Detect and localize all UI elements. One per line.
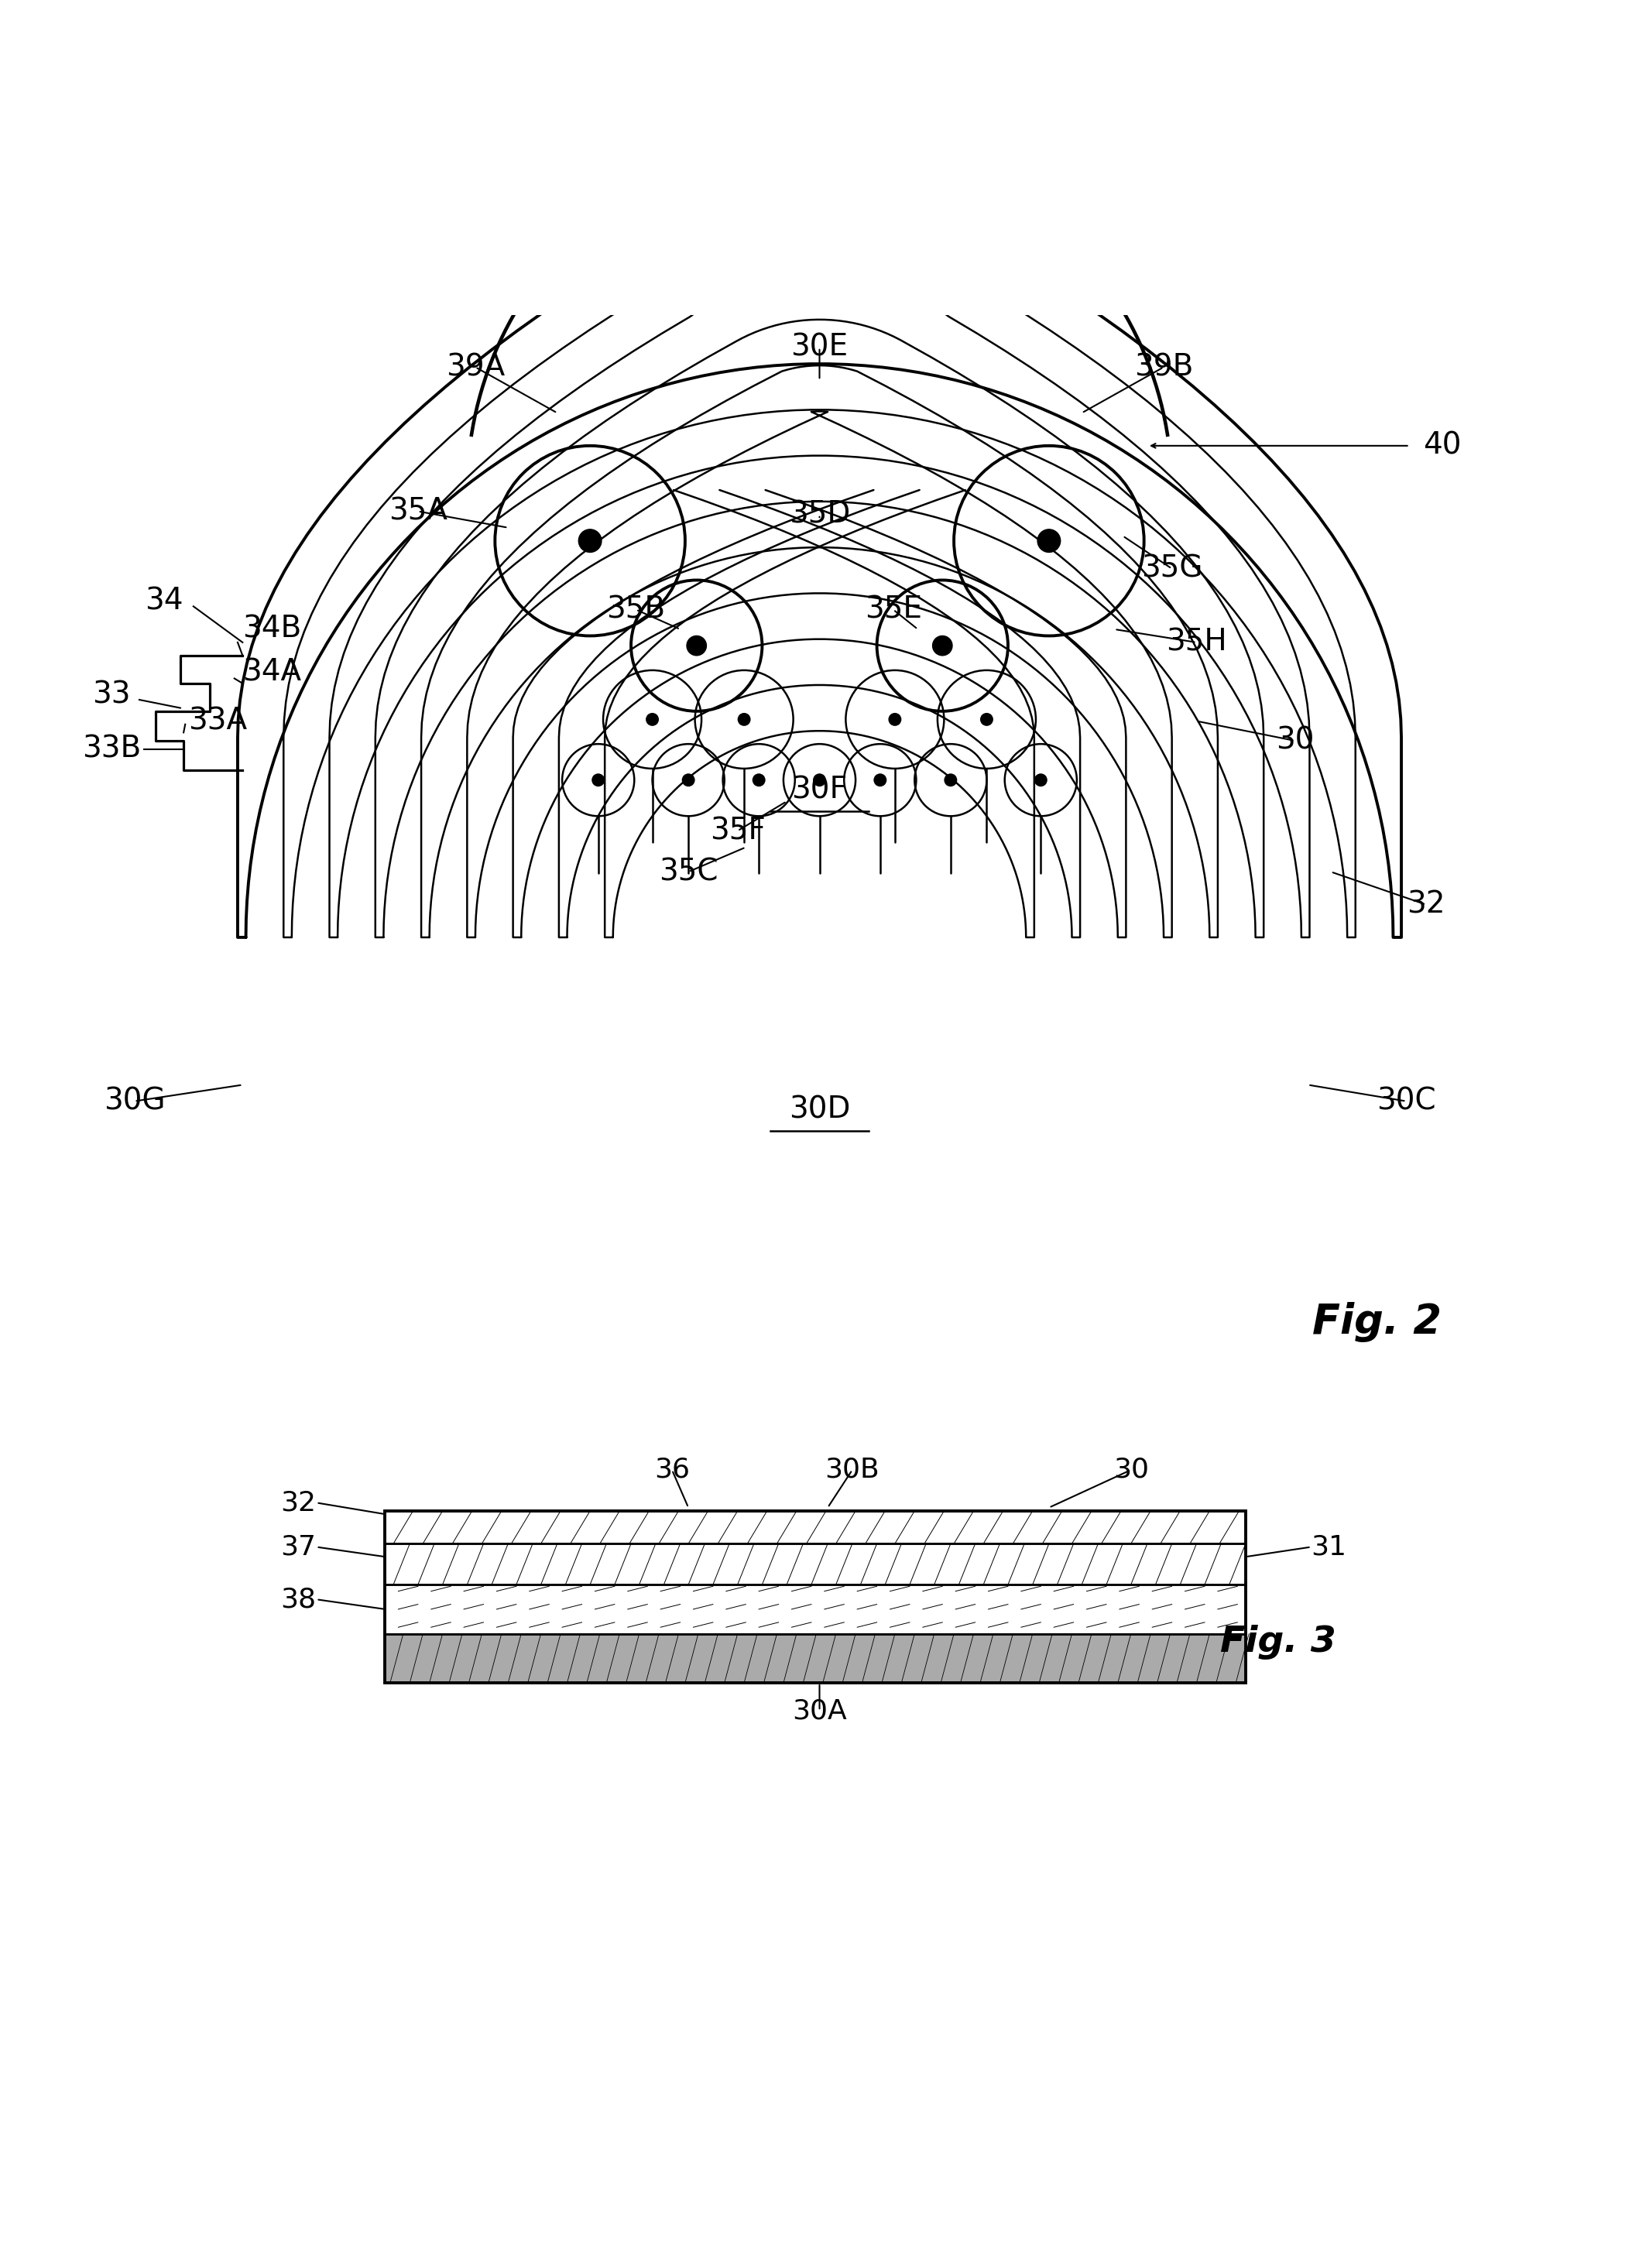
Text: 39A: 39A bbox=[446, 352, 505, 381]
Circle shape bbox=[980, 712, 993, 726]
Circle shape bbox=[874, 773, 887, 787]
Text: 39B: 39B bbox=[1134, 352, 1193, 381]
Text: 30G: 30G bbox=[103, 1086, 166, 1116]
Circle shape bbox=[682, 773, 695, 787]
Circle shape bbox=[813, 773, 826, 787]
Text: 35E: 35E bbox=[865, 594, 921, 624]
Circle shape bbox=[752, 773, 765, 787]
Text: 35G: 35G bbox=[1141, 553, 1203, 583]
Text: 30B: 30B bbox=[824, 1456, 880, 1483]
Text: 30C: 30C bbox=[1377, 1086, 1436, 1116]
Text: 33B: 33B bbox=[82, 735, 141, 764]
Circle shape bbox=[646, 712, 659, 726]
Bar bbox=[385, 1585, 1246, 1633]
Text: 35C: 35C bbox=[659, 857, 718, 887]
Text: Fig. 3: Fig. 3 bbox=[1221, 1624, 1336, 1660]
Text: 36: 36 bbox=[654, 1456, 690, 1483]
Bar bbox=[385, 1510, 1246, 1683]
Text: 30: 30 bbox=[1275, 726, 1314, 755]
Text: 35B: 35B bbox=[606, 594, 665, 624]
Text: 35D: 35D bbox=[788, 499, 851, 528]
Bar bbox=[385, 1545, 1246, 1585]
Text: 35H: 35H bbox=[1165, 628, 1228, 658]
Text: 38: 38 bbox=[280, 1585, 316, 1613]
Text: Fig. 2: Fig. 2 bbox=[1313, 1302, 1441, 1343]
Text: 30A: 30A bbox=[792, 1699, 847, 1724]
Text: 35A: 35A bbox=[388, 497, 447, 526]
Text: 40: 40 bbox=[1423, 431, 1462, 460]
Circle shape bbox=[592, 773, 605, 787]
Text: 34: 34 bbox=[144, 587, 184, 617]
Circle shape bbox=[888, 712, 901, 726]
Circle shape bbox=[687, 635, 706, 655]
Text: 31: 31 bbox=[1311, 1533, 1347, 1560]
Text: 30D: 30D bbox=[788, 1095, 851, 1125]
Text: 34B: 34B bbox=[243, 615, 302, 644]
Text: 33: 33 bbox=[92, 680, 131, 710]
Circle shape bbox=[944, 773, 957, 787]
Text: 34A: 34A bbox=[243, 658, 302, 687]
Circle shape bbox=[1037, 528, 1060, 553]
Bar bbox=[385, 1633, 1246, 1683]
Text: 30E: 30E bbox=[790, 333, 849, 363]
Text: 35F: 35F bbox=[710, 816, 765, 846]
Text: 32: 32 bbox=[1406, 889, 1446, 919]
Text: 30F: 30F bbox=[792, 776, 847, 805]
Circle shape bbox=[933, 635, 952, 655]
Bar bbox=[385, 1510, 1246, 1545]
Circle shape bbox=[738, 712, 751, 726]
Text: 37: 37 bbox=[280, 1533, 316, 1560]
Circle shape bbox=[1034, 773, 1047, 787]
Circle shape bbox=[579, 528, 602, 553]
Text: 30: 30 bbox=[1113, 1456, 1149, 1483]
Text: 33A: 33A bbox=[188, 705, 247, 735]
Text: 32: 32 bbox=[280, 1490, 316, 1515]
